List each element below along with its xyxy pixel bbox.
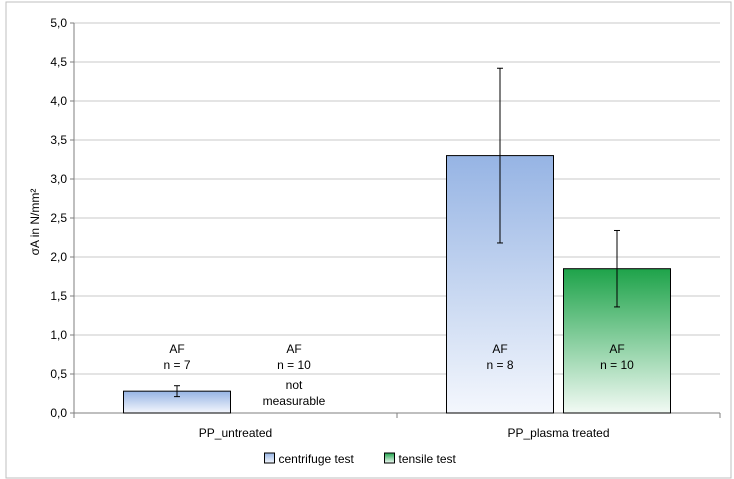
bar-annotation: measurable <box>263 394 326 408</box>
error-bar <box>614 229 620 308</box>
y-tick-label: 2,5 <box>50 211 67 225</box>
legend-item: centrifuge test <box>264 452 355 466</box>
error-bar <box>497 67 503 244</box>
error-bars <box>174 67 620 398</box>
y-tick-label: 3,0 <box>50 172 67 186</box>
bar-annotation: n = 10 <box>277 358 311 372</box>
x-tick-label: PP_plasma treated <box>507 426 609 440</box>
y-axis-label: σA in N/mm² <box>28 189 42 256</box>
bar-annotation: not <box>286 378 303 392</box>
bar-annotation: n = 10 <box>600 358 634 372</box>
legend-item: tensile test <box>384 452 457 466</box>
legend-swatch <box>264 452 275 464</box>
y-axis-label-main: σA in N/mm² <box>28 189 42 256</box>
bar-annotation: n = 7 <box>163 358 190 372</box>
bar-labels: AF n = 7 AF n = 10 not measurable AF n = 8 AF n =… <box>163 342 634 408</box>
bar-annotation: AF <box>286 342 301 356</box>
x-tick-label: PP_untreated <box>199 426 272 440</box>
y-tick-label: 1,0 <box>50 328 67 342</box>
y-tick-label: 3,5 <box>50 133 67 147</box>
bar-annotation: n = 8 <box>486 358 513 372</box>
y-tick-label: 0,0 <box>50 406 67 420</box>
bar-annotation: AF <box>169 342 184 356</box>
legend: centrifuge test tensile test <box>264 452 457 466</box>
y-tick-label: 2,0 <box>50 250 67 264</box>
error-bar <box>174 385 180 398</box>
legend-label: tensile test <box>399 452 457 466</box>
y-tick-label: 5,0 <box>50 16 67 30</box>
bar-annotation: AF <box>492 342 507 356</box>
legend-swatch <box>384 452 395 464</box>
y-tick-label: 4,5 <box>50 55 67 69</box>
bar-annotation: AF <box>609 342 624 356</box>
y-tick-label: 4,0 <box>50 94 67 108</box>
y-tick-label: 0,5 <box>50 367 67 381</box>
legend-label: centrifuge test <box>279 452 355 466</box>
y-tick-label: 1,5 <box>50 289 67 303</box>
